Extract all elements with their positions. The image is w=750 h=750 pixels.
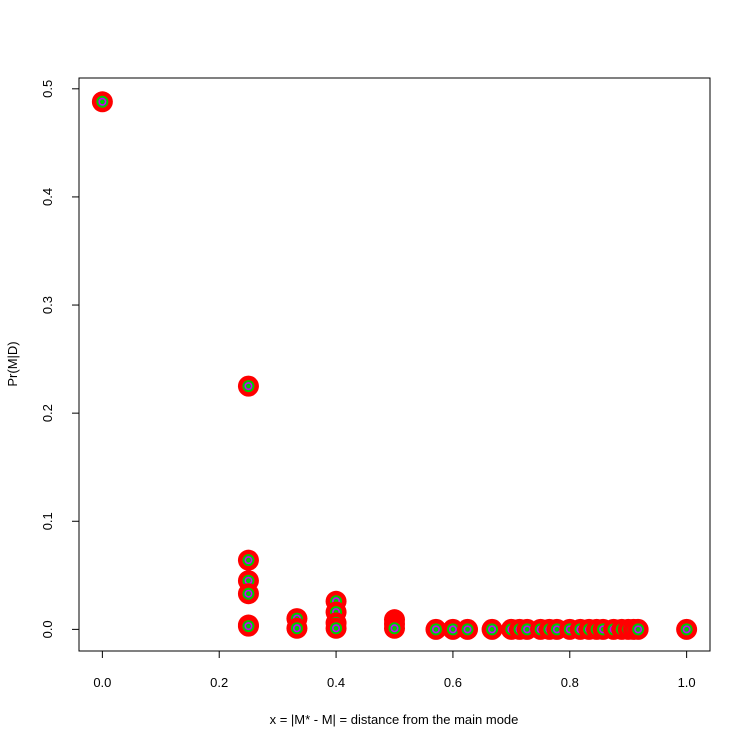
data-points [91, 91, 698, 640]
point-middle-disc [242, 380, 255, 393]
x-tick-label: 1.0 [678, 675, 696, 690]
plot-frame [78, 77, 711, 652]
point-inner-ring [390, 624, 399, 633]
data-point [286, 617, 308, 639]
x-axis-label: x = |M* - M| = distance from the main mo… [270, 712, 519, 727]
point-middle-disc [680, 623, 693, 636]
point-middle-disc [486, 623, 499, 636]
point-middle-disc [242, 620, 255, 633]
point-middle-disc [330, 622, 343, 635]
y-tick-label: 0.1 [40, 512, 55, 530]
data-point [237, 615, 259, 637]
y-tick-label: 0.4 [40, 188, 55, 206]
point-inner-ring [244, 556, 253, 565]
point-inner-ring [332, 624, 341, 633]
data-point [481, 618, 503, 640]
point-middle-disc [242, 587, 255, 600]
y-axis-label: Pr(M|D) [5, 341, 20, 386]
y-axis: 0.0 0.1 0.2 0.3 0.4 0.5 [40, 80, 80, 638]
point-middle-disc [446, 623, 459, 636]
point-inner-ring [98, 97, 107, 106]
point-inner-ring [244, 589, 253, 598]
data-point [627, 618, 649, 640]
point-inner-ring [488, 625, 497, 634]
point-inner-ring [448, 625, 457, 634]
point-inner-ring [634, 625, 643, 634]
data-point [425, 618, 447, 640]
point-middle-disc [632, 623, 645, 636]
data-point [457, 618, 479, 640]
point-inner-ring [682, 625, 691, 634]
data-point [237, 375, 259, 397]
point-middle-disc [388, 622, 401, 635]
data-point [91, 91, 113, 113]
data-point [384, 617, 405, 639]
point-middle-disc [290, 622, 303, 635]
point-inner-ring [292, 624, 301, 633]
point-middle-disc [429, 623, 442, 636]
point-inner-ring [244, 382, 253, 391]
x-tick-label: 0.4 [327, 675, 345, 690]
y-tick-label: 0.0 [40, 620, 55, 638]
point-middle-disc [521, 623, 534, 636]
point-middle-disc [242, 554, 255, 567]
point-inner-ring [431, 625, 440, 634]
data-point [325, 617, 347, 639]
data-point [237, 549, 259, 571]
point-middle-disc [461, 623, 474, 636]
x-tick-label: 0.0 [93, 675, 111, 690]
y-tick-label: 0.2 [40, 404, 55, 422]
data-point [442, 618, 464, 640]
x-tick-label: 0.6 [444, 675, 462, 690]
data-point [237, 583, 259, 605]
point-inner-ring [244, 622, 253, 631]
point-middle-disc [96, 95, 109, 108]
point-inner-ring [463, 625, 472, 634]
x-tick-label: 0.8 [561, 675, 579, 690]
y-tick-label: 0.5 [40, 80, 55, 98]
x-tick-label: 0.2 [210, 675, 228, 690]
x-axis: 0.0 0.2 0.4 0.6 0.8 1.0 [93, 650, 696, 690]
data-point [676, 618, 698, 640]
y-tick-label: 0.3 [40, 296, 55, 314]
